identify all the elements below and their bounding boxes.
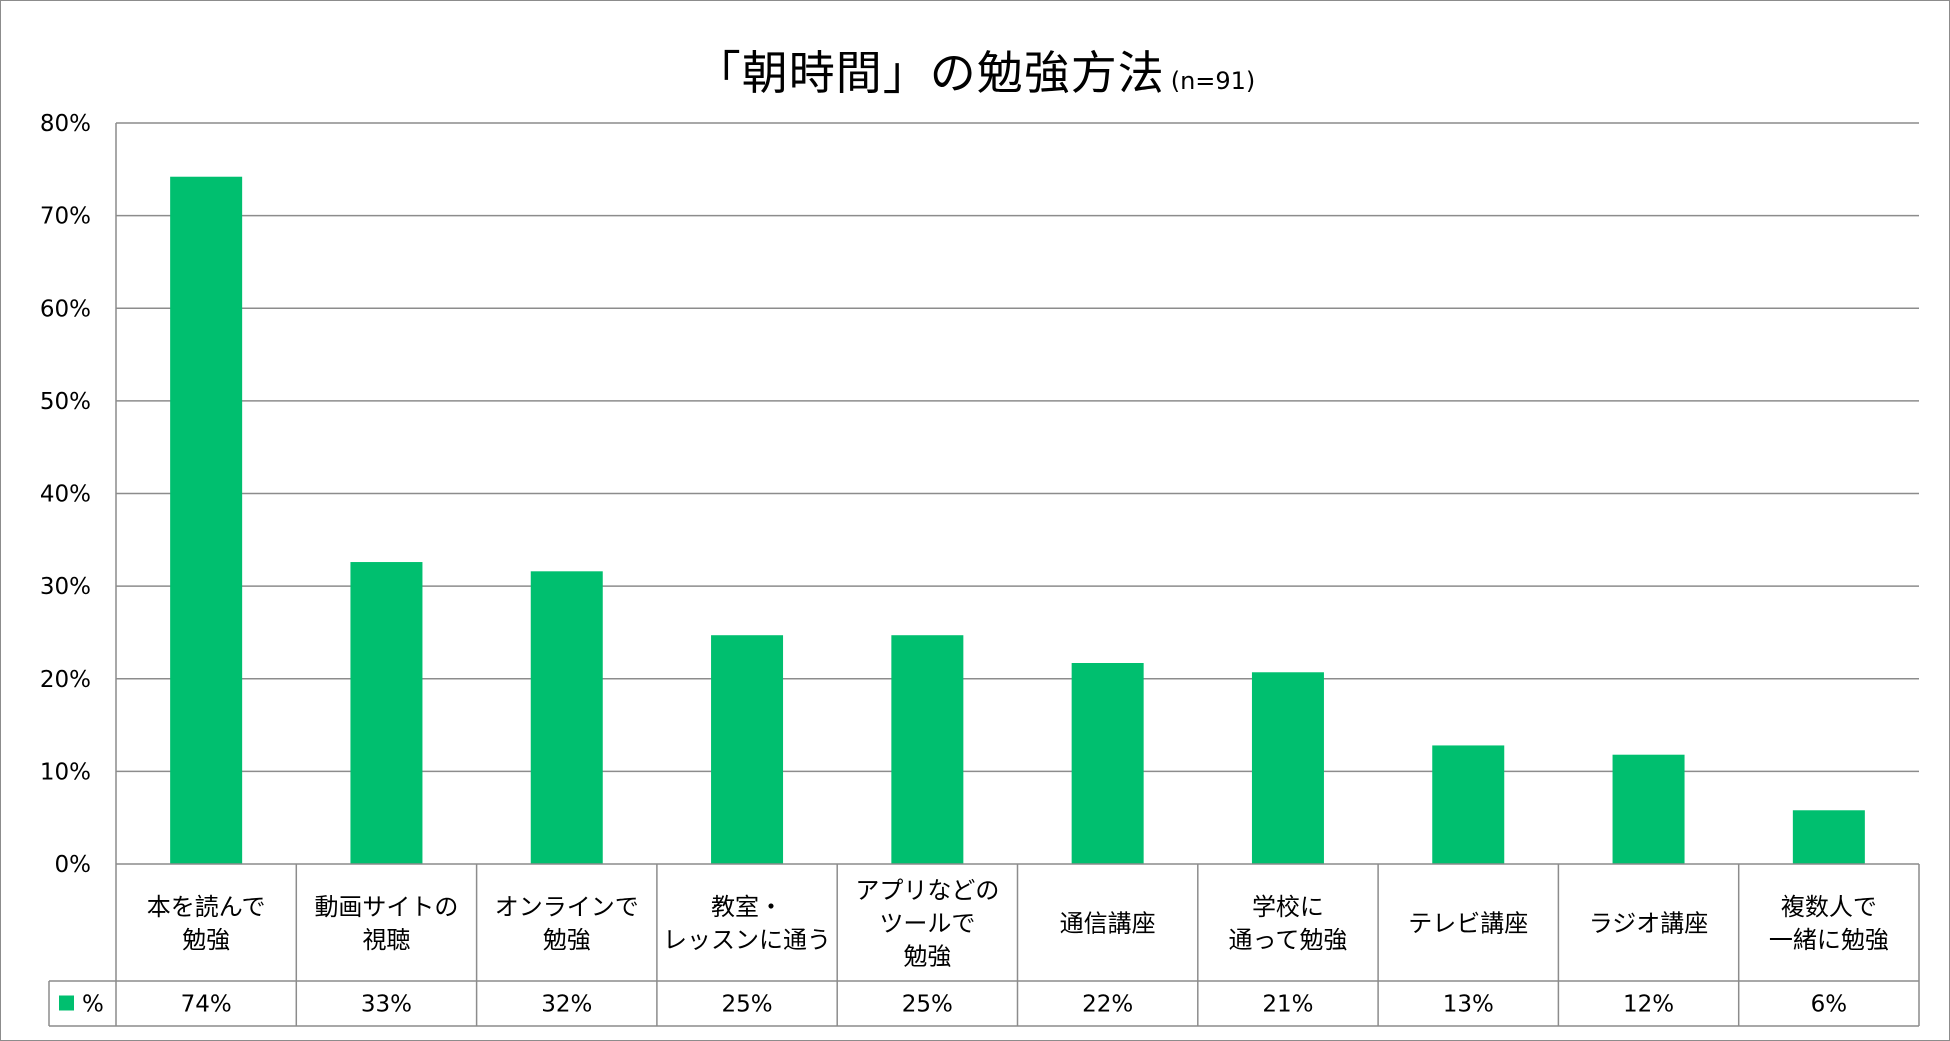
bar bbox=[530, 571, 603, 864]
y-tick-label: 20% bbox=[40, 667, 91, 693]
bar bbox=[1792, 810, 1865, 864]
x-category-label: 通信講座 bbox=[1060, 910, 1156, 938]
y-tick-label: 40% bbox=[40, 482, 91, 508]
bar bbox=[1612, 754, 1685, 864]
bar bbox=[1071, 663, 1144, 864]
bar bbox=[1251, 672, 1324, 864]
data-label: 22% bbox=[1082, 992, 1133, 1018]
chart-title: 「朝時間」の勉強方法 bbox=[694, 46, 1165, 100]
data-label: 74% bbox=[181, 992, 232, 1018]
x-category-label: 本を読んで勉強 bbox=[147, 893, 266, 954]
legend-swatch bbox=[59, 995, 74, 1011]
y-tick-label: 0% bbox=[55, 852, 92, 878]
y-tick-label: 30% bbox=[40, 574, 91, 600]
y-tick-label: 60% bbox=[40, 296, 91, 322]
bar bbox=[350, 562, 423, 864]
data-label: 32% bbox=[541, 992, 592, 1018]
legend-label: % bbox=[82, 992, 104, 1018]
x-category-label: アプリなどのツールで勉強 bbox=[855, 877, 999, 971]
chart-subtitle: (n=91) bbox=[1170, 67, 1256, 95]
data-label: 25% bbox=[721, 992, 772, 1018]
x-category-label: 学校に通って勉強 bbox=[1229, 893, 1348, 954]
data-label: 33% bbox=[361, 992, 412, 1018]
x-category-label: 動画サイトの視聴 bbox=[314, 893, 458, 954]
y-tick-label: 70% bbox=[40, 204, 91, 230]
bar bbox=[1432, 745, 1505, 864]
y-tick-label: 50% bbox=[40, 389, 91, 415]
bar bbox=[170, 176, 243, 864]
x-category-label: 教室・レッスンに通う bbox=[663, 893, 831, 954]
y-tick-label: 80% bbox=[40, 111, 91, 137]
bar bbox=[711, 635, 784, 864]
x-category-label: 複数人で一緒に勉強 bbox=[1769, 893, 1889, 954]
data-label: 21% bbox=[1262, 992, 1313, 1018]
x-category-label: ラジオ講座 bbox=[1589, 910, 1709, 938]
x-category-label: テレビ講座 bbox=[1408, 910, 1528, 938]
chart-title-block: 「朝時間」の勉強方法 (n=91) bbox=[1, 37, 1949, 103]
data-label: 12% bbox=[1623, 992, 1674, 1018]
data-label: 13% bbox=[1443, 992, 1494, 1018]
data-label: 25% bbox=[902, 992, 953, 1018]
y-tick-label: 10% bbox=[40, 759, 91, 785]
x-category-label: オンラインで勉強 bbox=[495, 893, 639, 954]
data-label: 6% bbox=[1811, 992, 1848, 1018]
bar bbox=[891, 635, 964, 864]
